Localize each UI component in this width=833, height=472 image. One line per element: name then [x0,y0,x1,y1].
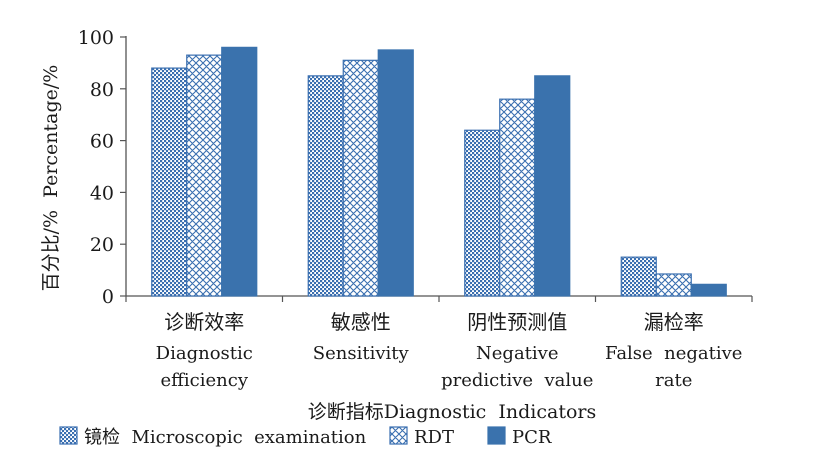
category-label-cn: 敏感性 [331,310,391,334]
y-tick-label: 20 [90,234,114,256]
y-tick-label: 0 [102,286,114,308]
y-tick-label: 60 [90,131,114,153]
bar [307,75,344,297]
y-axis-title: 百分比/% Percentage/% [40,65,62,292]
bar [151,67,188,297]
bar [221,46,258,297]
category-label-cn: 漏检率 [644,310,704,334]
bar [690,283,727,297]
category-label-en: rate [655,370,692,391]
bar [499,98,536,297]
legend: 镜检 Microscopic examination RDT PCR [59,426,552,448]
bar [342,59,379,297]
category-label-cn: 阴性预测值 [467,310,567,334]
legend-swatch [389,426,408,445]
bar [620,256,657,297]
category-label-en: efficiency [160,370,248,391]
category-label-en: Negative [476,343,558,364]
category-label-en: False negative [605,343,742,364]
legend-swatch [487,426,506,445]
bars-group [151,46,727,297]
y-tick-label: 100 [78,27,114,49]
category-label-en: Sensitivity [313,343,410,364]
bar [186,54,223,297]
legend-label: 镜检 Microscopic examination [84,427,367,448]
labels-group: 诊断效率 Diagnostic efficiency 敏感性 Sensitivity 阴性… [40,65,742,423]
legend-label: RDT [414,427,454,448]
x-axis-title: 诊断指标Diagnostic Indicators [308,401,597,423]
category-label-en: Diagnostic [156,343,253,364]
category-label-en: predictive value [441,370,593,391]
bar [655,273,692,297]
legend-swatch [59,426,78,445]
y-tick-label: 40 [90,182,114,204]
legend-label: PCR [512,427,552,448]
bar [464,129,501,297]
bar [377,49,414,297]
y-tick-label: 80 [90,79,114,101]
bar [534,75,571,297]
category-label-cn: 诊断效率 [164,310,244,334]
